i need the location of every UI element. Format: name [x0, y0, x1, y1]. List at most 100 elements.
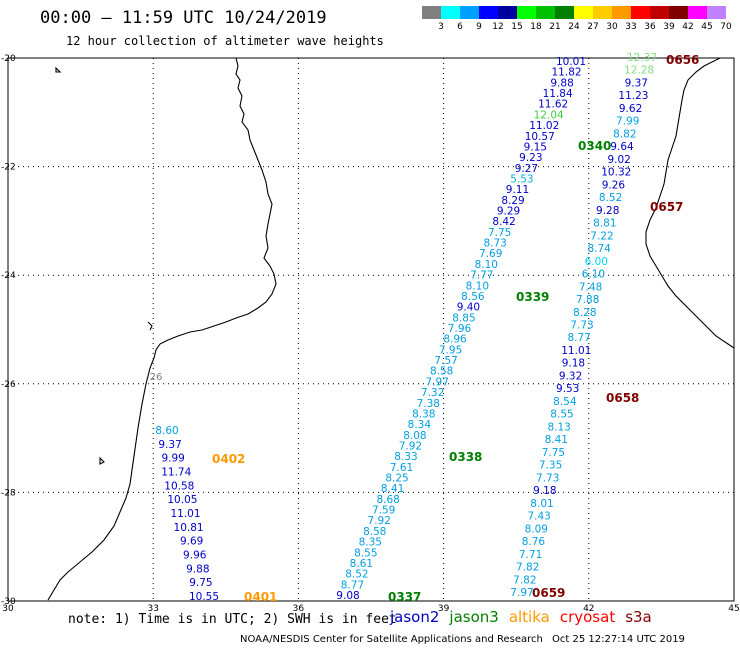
pass-time-label: 0401 [244, 590, 277, 604]
place-label-text: -26 [146, 372, 162, 383]
swh-value: 8.34 [408, 419, 432, 431]
swh-value: 5.53 [510, 173, 533, 185]
swh-value: 7.35 [539, 460, 562, 472]
swh-value: 7.77 [470, 270, 493, 282]
swh-value: 9.29 [497, 206, 520, 218]
color-swatch [593, 6, 612, 19]
swh-value: 11.01 [170, 508, 200, 520]
swh-value: 8.41 [545, 434, 568, 446]
swh-value: 11.23 [618, 90, 648, 102]
swh-value: 8.38 [412, 408, 435, 420]
color-swatch [688, 6, 707, 19]
swh-value: 8.13 [547, 421, 570, 433]
lon-label: 33 [147, 604, 158, 614]
swh-value: 9.02 [607, 154, 630, 166]
color-scale-tick: 9 [476, 22, 482, 32]
swh-value: 9.23 [519, 152, 542, 164]
swh-value: 9.53 [556, 383, 579, 395]
swh-value: 7.97 [510, 587, 533, 599]
color-swatch [460, 6, 479, 19]
swh-value: 10.55 [189, 591, 219, 603]
swh-value: 8.52 [345, 569, 368, 581]
satellite-legend-jason2: jason2 [390, 608, 440, 626]
swh-value: 9.32 [559, 370, 582, 382]
lat-label: -26 [1, 380, 16, 390]
color-scale-tick: 36 [644, 22, 656, 32]
color-scale-tick: 3 [438, 22, 444, 32]
color-swatch [631, 6, 650, 19]
color-scale-tick: 27 [587, 22, 599, 32]
swh-value: 9.26 [602, 179, 626, 191]
swh-value: 11.02 [529, 120, 559, 132]
swh-value: 9.96 [183, 550, 207, 562]
swh-value: 6.10 [582, 269, 605, 281]
swh-value: 10.05 [167, 494, 197, 506]
lat-label: -20 [1, 54, 16, 64]
swh-value: 9.40 [457, 302, 480, 314]
swh-value: 8.76 [522, 536, 546, 548]
swh-value: 8.33 [394, 451, 417, 463]
swh-value: 7.73 [536, 472, 559, 484]
color-swatch [441, 6, 460, 19]
swh-value: 9.28 [596, 205, 619, 217]
swh-value: 9.37 [625, 77, 648, 89]
swh-value: 8.73 [483, 238, 506, 250]
swh-value: 6.00 [585, 256, 608, 268]
page-title: 00:00 – 11:59 UTC 10/24/2019 [40, 8, 327, 28]
swh-value: 7.38 [417, 398, 440, 410]
color-swatch [555, 6, 574, 19]
swh-value: 7.32 [421, 387, 444, 399]
swh-value: 8.60 [155, 425, 178, 437]
madagascar-coastline [645, 57, 735, 349]
pass-time-label: 0402 [212, 452, 245, 466]
swh-value: 7.48 [579, 281, 602, 293]
swh-value: 8.35 [359, 537, 382, 549]
pass-time-label: 0337 [388, 590, 421, 604]
color-scale-tick: 30 [606, 22, 618, 32]
swh-value: 7.75 [542, 447, 565, 459]
swh-value: 7.59 [372, 505, 395, 517]
swh-value: 7.96 [448, 323, 472, 335]
swh-value: 8.81 [593, 218, 616, 230]
color-scale-bar [422, 6, 740, 19]
swh-value: 7.88 [576, 294, 599, 306]
swh-value: 8.28 [573, 307, 596, 319]
color-swatch [498, 6, 517, 19]
color-scale-tick: 33 [625, 22, 637, 32]
swh-value: 8.56 [461, 291, 485, 303]
pass-time-label: 0339 [516, 290, 549, 304]
swh-value: 10.58 [164, 480, 194, 492]
swh-value: 8.85 [452, 312, 475, 324]
swh-value: 8.09 [525, 523, 548, 535]
color-scale-tick: 39 [663, 22, 675, 32]
swh-value: 9.62 [619, 103, 642, 115]
swh-value: 12.28 [624, 65, 654, 77]
swh-value: 11.01 [561, 345, 591, 357]
swh-value: 8.55 [354, 547, 377, 559]
swh-value: 7.43 [527, 511, 550, 523]
satellite-legend: jason2 jason3 altika cryosat s3a [390, 608, 662, 626]
swh-value: 9.99 [161, 453, 184, 465]
swh-value: 9.64 [610, 141, 634, 153]
footer-credit: NOAA/NESDIS Center for Satellite Applica… [240, 634, 543, 645]
color-scale-tick: 45 [701, 22, 713, 32]
color-scale-tick: 21 [549, 22, 561, 32]
pass-time-label: 0340 [578, 139, 611, 153]
swh-value: 11.82 [552, 67, 582, 79]
swh-value: 8.61 [350, 558, 373, 570]
lat-label: -24 [1, 271, 16, 281]
swh-value: 8.77 [341, 579, 364, 591]
swh-value: 7.92 [368, 515, 391, 527]
swh-value: 10.81 [174, 522, 204, 534]
track-1: 10.0111.829.8811.8411.6212.0411.0210.579… [336, 56, 586, 602]
pass-time-labels: 0656 0340 0657 0339 0658 0402 0338 0659 0401 0337 [212, 53, 699, 604]
swh-value: 8.10 [475, 259, 498, 271]
color-scale-tick: 15 [511, 22, 523, 32]
satellite-legend-altika: altika [508, 608, 550, 626]
satellite-legend-s3a: s3a [625, 608, 652, 626]
swh-value: 7.57 [434, 355, 457, 367]
color-scale-tick: 70 [720, 22, 732, 32]
lon-label: 42 [583, 604, 594, 614]
swh-value: 9.88 [550, 77, 573, 89]
